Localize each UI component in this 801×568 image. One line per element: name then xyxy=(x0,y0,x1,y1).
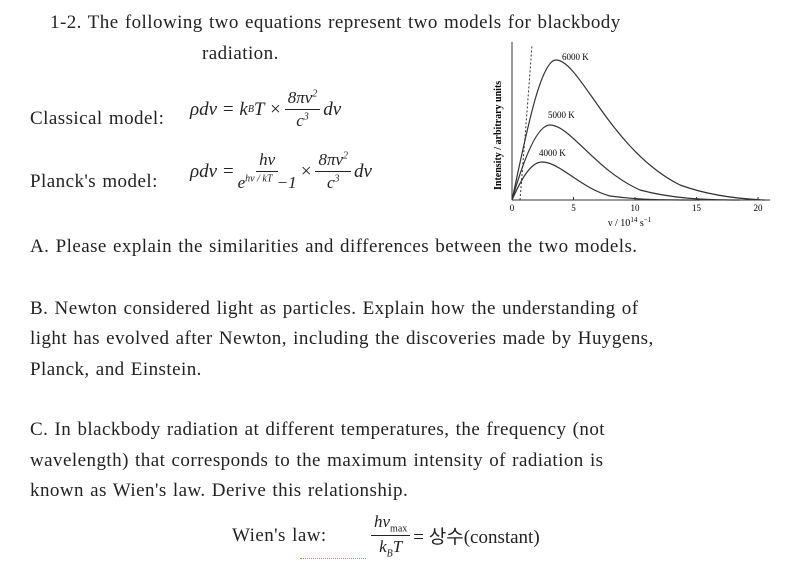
planck-equation: ρdν = hν ehν / kT −1 × 8πν2 c3 dν xyxy=(190,150,372,193)
underline xyxy=(300,558,366,559)
curve-label: 5000 K xyxy=(548,110,575,120)
question-line: known as Wien's law. Derive this relatio… xyxy=(30,480,409,501)
fraction: hν ehν / kT −1 xyxy=(238,150,297,193)
eq-text: 8πν xyxy=(318,150,344,169)
x-tick-label: 0 xyxy=(510,203,515,213)
eq-text: ρdν = k xyxy=(190,98,248,120)
question-line: B. Newton considered light as particles.… xyxy=(30,298,639,319)
x-tick-label: 10 xyxy=(631,203,641,213)
fraction: hνmax kBT xyxy=(371,512,411,560)
label-sup: −1 xyxy=(644,216,652,224)
x-tick-label: 15 xyxy=(692,203,702,213)
eq-text: c xyxy=(296,111,304,130)
label-text: s xyxy=(637,218,644,229)
eq-sup: 3 xyxy=(334,173,340,185)
wien-equation: hνmax kBT = 상수(constant) xyxy=(368,512,540,560)
intro-line: radiation. xyxy=(202,43,279,64)
classical-curve xyxy=(519,44,533,201)
denominator: kBT xyxy=(379,536,402,559)
denominator: c3 xyxy=(327,172,340,193)
question-line: wavelength) that corresponds to the maxi… xyxy=(30,450,604,471)
question-line: C. In blackbody radiation at different t… xyxy=(30,419,606,440)
denominator: c3 xyxy=(296,110,309,131)
eq-text: e xyxy=(237,173,246,192)
curve-label: 4000 K xyxy=(539,148,566,158)
question-line: Planck, and Einstein. xyxy=(30,359,202,380)
eq-text: T × xyxy=(253,98,282,120)
eq-text: −1 xyxy=(276,173,297,192)
eq-sup: hν / kT xyxy=(245,173,273,185)
y-axis-label: Intensity / arbitrary units xyxy=(493,81,504,190)
curve xyxy=(511,161,701,201)
model-label: Classical model: xyxy=(30,108,165,129)
eq-sub: B xyxy=(247,104,254,115)
eq-text: T xyxy=(392,537,403,557)
x-tick-label: 20 xyxy=(754,203,764,213)
label-text: ν / 10 xyxy=(608,218,630,229)
eq-text: dν xyxy=(354,160,372,182)
numerator: hνmax xyxy=(371,512,411,537)
eq-sup: 2 xyxy=(312,88,318,100)
x-tick-label: 5 xyxy=(571,203,576,213)
question-line: light has evolved after Newton, includin… xyxy=(30,328,654,349)
x-axis-label: ν / 1014 s−1 xyxy=(608,216,652,229)
label-sup: 14 xyxy=(630,216,638,224)
eq-sub: B xyxy=(386,548,393,560)
eq-text: × xyxy=(299,160,313,182)
question-line: A. Please explain the similarities and d… xyxy=(30,236,638,257)
eq-text: c xyxy=(326,173,335,192)
intro-line: 1-2. The following two equations represe… xyxy=(50,12,621,33)
numerator: 8πν2 xyxy=(284,88,321,110)
numerator: 8πν2 xyxy=(315,150,352,172)
eq-text: dν xyxy=(323,98,342,120)
eq-text: hν xyxy=(374,512,391,531)
eq-text: ρdν = xyxy=(190,160,235,182)
eq-sup: 3 xyxy=(303,111,309,123)
eq-sup: 2 xyxy=(343,150,349,162)
figure: 6000 K 5000 K 4000 K Intensity / arbitra… xyxy=(493,42,770,229)
curve xyxy=(511,59,766,201)
eq-text: 8πν xyxy=(287,88,313,107)
eq-sub: max xyxy=(390,523,408,535)
model-label: Planck's model: xyxy=(30,171,158,192)
denominator: ehν / kT −1 xyxy=(238,172,297,193)
numerator: hν xyxy=(256,150,279,172)
eq-text: = 상수(constant) xyxy=(413,527,540,549)
fraction: 8πν2 c3 xyxy=(315,150,352,193)
curve-label: 6000 K xyxy=(562,52,589,62)
wien-label: Wien's law: xyxy=(232,525,327,546)
eq-text: k xyxy=(379,537,387,557)
fraction: 8πν2 c3 xyxy=(284,88,321,131)
curve xyxy=(511,124,741,201)
